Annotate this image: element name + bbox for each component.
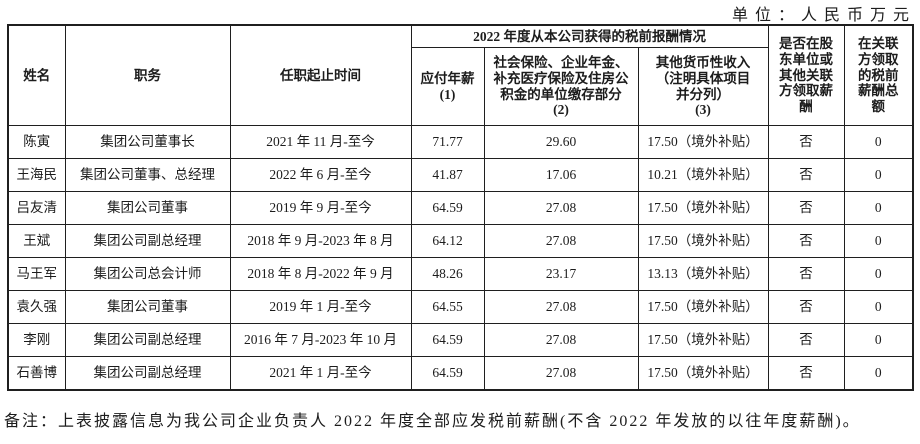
cell-social-insurance: 27.08 <box>483 356 639 390</box>
cell-salary: 64.59 <box>410 323 485 357</box>
cell-tenure: 2016 年 7 月-2023 年 10 月 <box>229 323 412 357</box>
cell-paid-by-related: 否 <box>767 224 845 258</box>
cell-other-income: 17.50（境外补贴） <box>637 323 769 357</box>
cell-name: 吕友清 <box>7 191 66 225</box>
col-header-comp-group: 2022 年度从本公司获得的税前报酬情况 <box>410 24 769 48</box>
cell-paid-by-related: 否 <box>767 323 845 357</box>
cell-tenure: 2018 年 8 月-2022 年 9 月 <box>229 257 412 291</box>
cell-tenure: 2022 年 6 月-至今 <box>229 158 412 192</box>
unit-label: 单位：人民币万元 <box>731 7 916 24</box>
cell-position: 集团公司副总经理 <box>64 356 231 390</box>
cell-related-total: 0 <box>843 125 914 159</box>
cell-other-income: 10.21（境外补贴） <box>637 158 769 192</box>
cell-position: 集团公司总会计师 <box>64 257 231 291</box>
cell-social-insurance: 17.06 <box>483 158 639 192</box>
cell-paid-by-related: 否 <box>767 356 845 390</box>
col-header-position: 职务 <box>64 24 231 126</box>
cell-salary: 41.87 <box>410 158 485 192</box>
table-row: 王斌 集团公司副总经理 2018 年 9 月-2023 年 8 月 64.12 … <box>7 224 914 258</box>
table-row: 陈寅 集团公司董事长 2021 年 11 月-至今 71.77 29.60 17… <box>7 125 914 159</box>
cell-salary: 48.26 <box>410 257 485 291</box>
cell-tenure: 2018 年 9 月-2023 年 8 月 <box>229 224 412 258</box>
cell-tenure: 2019 年 9 月-至今 <box>229 191 412 225</box>
footnote: 备注：上表披露信息为我公司企业负责人 2022 年度全部应发税前薪酬(不含 20… <box>4 413 861 430</box>
cell-paid-by-related: 否 <box>767 158 845 192</box>
table-body: 陈寅 集团公司董事长 2021 年 11 月-至今 71.77 29.60 17… <box>7 125 914 390</box>
cell-paid-by-related: 否 <box>767 125 845 159</box>
cell-name: 王海民 <box>7 158 66 192</box>
col-header-paid-by-related: 是否在股 东单位或 其他关联 方领取薪 酬 <box>767 24 845 126</box>
cell-name: 石善博 <box>7 356 66 390</box>
cell-social-insurance: 29.60 <box>483 125 639 159</box>
cell-position: 集团公司董事 <box>64 191 231 225</box>
cell-related-total: 0 <box>843 356 914 390</box>
col-header-salary: 应付年薪 (1) <box>410 47 485 126</box>
cell-position: 集团公司董事 <box>64 290 231 324</box>
cell-other-income: 17.50（境外补贴） <box>637 290 769 324</box>
cell-social-insurance: 27.08 <box>483 224 639 258</box>
cell-related-total: 0 <box>843 224 914 258</box>
cell-salary: 71.77 <box>410 125 485 159</box>
cell-social-insurance: 27.08 <box>483 323 639 357</box>
cell-paid-by-related: 否 <box>767 290 845 324</box>
cell-name: 马王军 <box>7 257 66 291</box>
table-row: 吕友清 集团公司董事 2019 年 9 月-至今 64.59 27.08 17.… <box>7 191 914 225</box>
cell-salary: 64.59 <box>410 356 485 390</box>
cell-salary: 64.55 <box>410 290 485 324</box>
cell-social-insurance: 27.08 <box>483 191 639 225</box>
cell-other-income: 17.50（境外补贴） <box>637 125 769 159</box>
cell-position: 集团公司副总经理 <box>64 323 231 357</box>
cell-position: 集团公司副总经理 <box>64 224 231 258</box>
cell-name: 李刚 <box>7 323 66 357</box>
cell-other-income: 17.50（境外补贴） <box>637 356 769 390</box>
cell-related-total: 0 <box>843 158 914 192</box>
cell-tenure: 2019 年 1 月-至今 <box>229 290 412 324</box>
cell-paid-by-related: 否 <box>767 257 845 291</box>
cell-name: 袁久强 <box>7 290 66 324</box>
cell-related-total: 0 <box>843 290 914 324</box>
col-header-name: 姓名 <box>7 24 66 126</box>
table-row: 王海民 集团公司董事、总经理 2022 年 6 月-至今 41.87 17.06… <box>7 158 914 192</box>
cell-paid-by-related: 否 <box>767 191 845 225</box>
cell-position: 集团公司董事、总经理 <box>64 158 231 192</box>
cell-name: 王斌 <box>7 224 66 258</box>
col-header-related-total: 在关联 方领取 的税前 薪酬总 额 <box>843 24 914 126</box>
cell-related-total: 0 <box>843 257 914 291</box>
table-row: 李刚 集团公司副总经理 2016 年 7 月-2023 年 10 月 64.59… <box>7 323 914 357</box>
cell-social-insurance: 23.17 <box>483 257 639 291</box>
compensation-table: 姓名 职务 任职起止时间 2022 年度从本公司获得的税前报酬情况 是否在股 东… <box>7 24 915 391</box>
col-header-social-insurance: 社会保险、企业年金、 补充医疗保险及住房公 积金的单位缴存部分 (2) <box>483 47 639 126</box>
table-row: 石善博 集团公司副总经理 2021 年 1 月-至今 64.59 27.08 1… <box>7 356 914 390</box>
cell-social-insurance: 27.08 <box>483 290 639 324</box>
cell-position: 集团公司董事长 <box>64 125 231 159</box>
cell-salary: 64.59 <box>410 191 485 225</box>
cell-related-total: 0 <box>843 191 914 225</box>
table-row: 马王军 集团公司总会计师 2018 年 8 月-2022 年 9 月 48.26… <box>7 257 914 291</box>
col-header-other-income: 其他货币性收入 （注明具体项目 并分列） (3) <box>637 47 769 126</box>
col-header-tenure: 任职起止时间 <box>229 24 412 126</box>
cell-other-income: 17.50（境外补贴） <box>637 191 769 225</box>
cell-name: 陈寅 <box>7 125 66 159</box>
cell-salary: 64.12 <box>410 224 485 258</box>
cell-other-income: 17.50（境外补贴） <box>637 224 769 258</box>
cell-tenure: 2021 年 1 月-至今 <box>229 356 412 390</box>
cell-related-total: 0 <box>843 323 914 357</box>
cell-tenure: 2021 年 11 月-至今 <box>229 125 412 159</box>
table-row: 袁久强 集团公司董事 2019 年 1 月-至今 64.55 27.08 17.… <box>7 290 914 324</box>
cell-other-income: 13.13（境外补贴） <box>637 257 769 291</box>
